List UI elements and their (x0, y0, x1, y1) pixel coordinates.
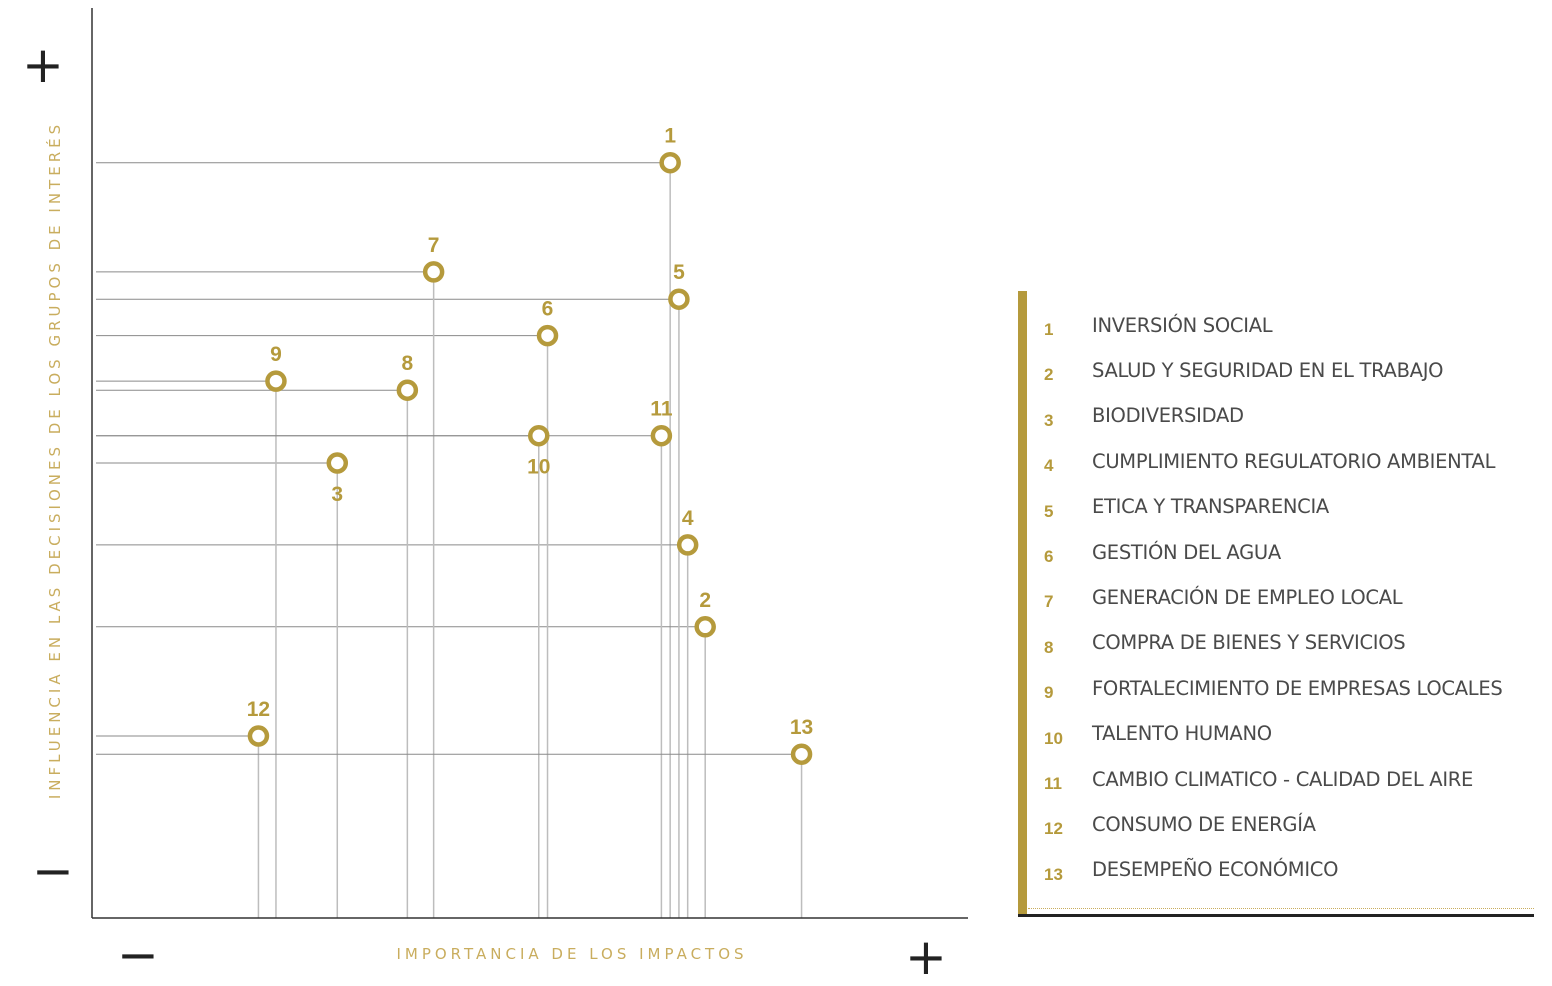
point-label: 13 (790, 716, 813, 739)
point-label: 4 (682, 507, 694, 530)
legend-item: 10 TALENTO HUMANO (1044, 719, 1272, 749)
legend-item: 12 CONSUMO DE ENERGÍA (1044, 809, 1316, 839)
legend-item-number: 11 (1044, 774, 1062, 793)
point-marker (668, 288, 690, 310)
legend-item-number: 7 (1044, 592, 1054, 612)
legend-item-label: BIODIVERSIDAD (1092, 404, 1244, 428)
legend-accent-bar (1018, 291, 1027, 915)
point-label: 9 (270, 343, 282, 366)
legend-item: 9 FORTALECIMIENTO DE EMPRESAS LOCALES (1044, 673, 1503, 703)
point-label: 1 (664, 125, 676, 148)
legend-item: 7 GENERACIÓN DE EMPLEO LOCAL (1044, 582, 1403, 612)
legend-item-number: 2 (1044, 365, 1054, 385)
legend-item-label: GESTIÓN DEL AGUA (1092, 540, 1281, 564)
point-marker (265, 370, 287, 392)
point-label: 12 (247, 698, 270, 721)
point-label: 3 (331, 483, 343, 506)
point-marker (659, 151, 681, 174)
legend-item-label: DESEMPEÑO ECONÓMICO (1092, 858, 1339, 882)
y-axis-min-sign: − (32, 842, 74, 900)
point-marker (536, 324, 559, 347)
legend-item: 1 INVERSIÓN SOCIAL (1044, 310, 1273, 340)
legend-item: 4 CUMPLIMIENTO REGULATORIO AMBIENTAL (1044, 446, 1495, 476)
point-label: 11 (650, 398, 673, 421)
legend-item-label: CUMPLIMIENTO REGULATORIO AMBIENTAL (1092, 449, 1496, 473)
legend-item: 13 DESEMPEÑO ECONÓMICO (1044, 855, 1338, 885)
legend-dotted-rule (1028, 908, 1534, 909)
legend-item-number: 9 (1044, 683, 1054, 703)
legend: 1 INVERSIÓN SOCIAL 2 SALUD Y SEGURIDAD EN E… (1018, 291, 1534, 917)
legend-item-label: TALENTO HUMANO (1092, 722, 1272, 746)
legend-item-number: 6 (1044, 547, 1054, 566)
legend-item-label: GENERACIÓN DE EMPLEO LOCAL (1092, 585, 1403, 609)
point-label: 10 (527, 456, 550, 479)
legend-item-label: COMPRA DE BIENES Y SERVICIOS (1092, 631, 1406, 655)
legend-item-label: CAMBIO CLIMATICO - CALIDAD DEL AIRE (1092, 767, 1474, 791)
legend-item-number: 13 (1044, 864, 1063, 884)
legend-item-number: 12 (1044, 819, 1063, 839)
legend-item-label: CONSUMO DE ENERGÍA (1092, 812, 1316, 836)
point-label: 5 (673, 261, 685, 284)
point-marker (247, 725, 270, 747)
point-marker (694, 616, 716, 638)
legend-item-label: SALUD Y SEGURIDAD EN EL TRABAJO (1092, 358, 1444, 382)
point-marker (422, 261, 445, 283)
point-label: 6 (542, 298, 554, 321)
legend-item-label: INVERSIÓN SOCIAL (1092, 313, 1273, 337)
legend-item-number: 5 (1044, 501, 1054, 521)
x-axis-label: IMPORTANCIA DE LOS IMPACTOS (396, 945, 748, 963)
legend-item: 2 SALUD Y SEGURIDAD EN EL TRABAJO (1044, 355, 1444, 385)
y-axis-label: INFLUENCIA EN LAS DECISIONES DE LOS GRUP… (46, 120, 64, 800)
point-label: 7 (428, 234, 440, 257)
legend-item: 5 ETICA Y TRANSPARENCIA (1044, 492, 1329, 522)
legend-item-number: 3 (1044, 410, 1054, 430)
point-marker (650, 424, 673, 447)
point-label: 8 (402, 352, 414, 375)
legend-item-label: ETICA Y TRANSPARENCIA (1092, 495, 1329, 519)
legend-item-label: FORTALECIMIENTO DE EMPRESAS LOCALES (1092, 676, 1503, 700)
legend-bottom-rule (1018, 914, 1534, 917)
legend-item-number: 1 (1044, 320, 1054, 339)
point-marker (326, 452, 349, 474)
point-marker (396, 379, 419, 401)
legend-item-number: 10 (1044, 728, 1063, 748)
legend-item: 6 GESTIÓN DEL AGUA (1044, 537, 1281, 567)
y-axis-max-sign: + (22, 36, 64, 94)
point-marker (528, 424, 550, 447)
x-axis-max-sign: + (905, 928, 947, 986)
point-marker (790, 743, 813, 765)
x-axis-min-sign: − (117, 926, 159, 984)
legend-item-number: 4 (1044, 456, 1054, 476)
legend-item-number: 8 (1044, 637, 1054, 657)
point-label: 2 (699, 589, 711, 612)
legend-item: 11 CAMBIO CLIMATICO - CALIDAD DEL AIRE (1044, 764, 1473, 794)
legend-item: 8 COMPRA DE BIENES Y SERVICIOS (1044, 628, 1406, 658)
point-marker (676, 534, 699, 556)
legend-item: 3 BIODIVERSIDAD (1044, 401, 1244, 431)
